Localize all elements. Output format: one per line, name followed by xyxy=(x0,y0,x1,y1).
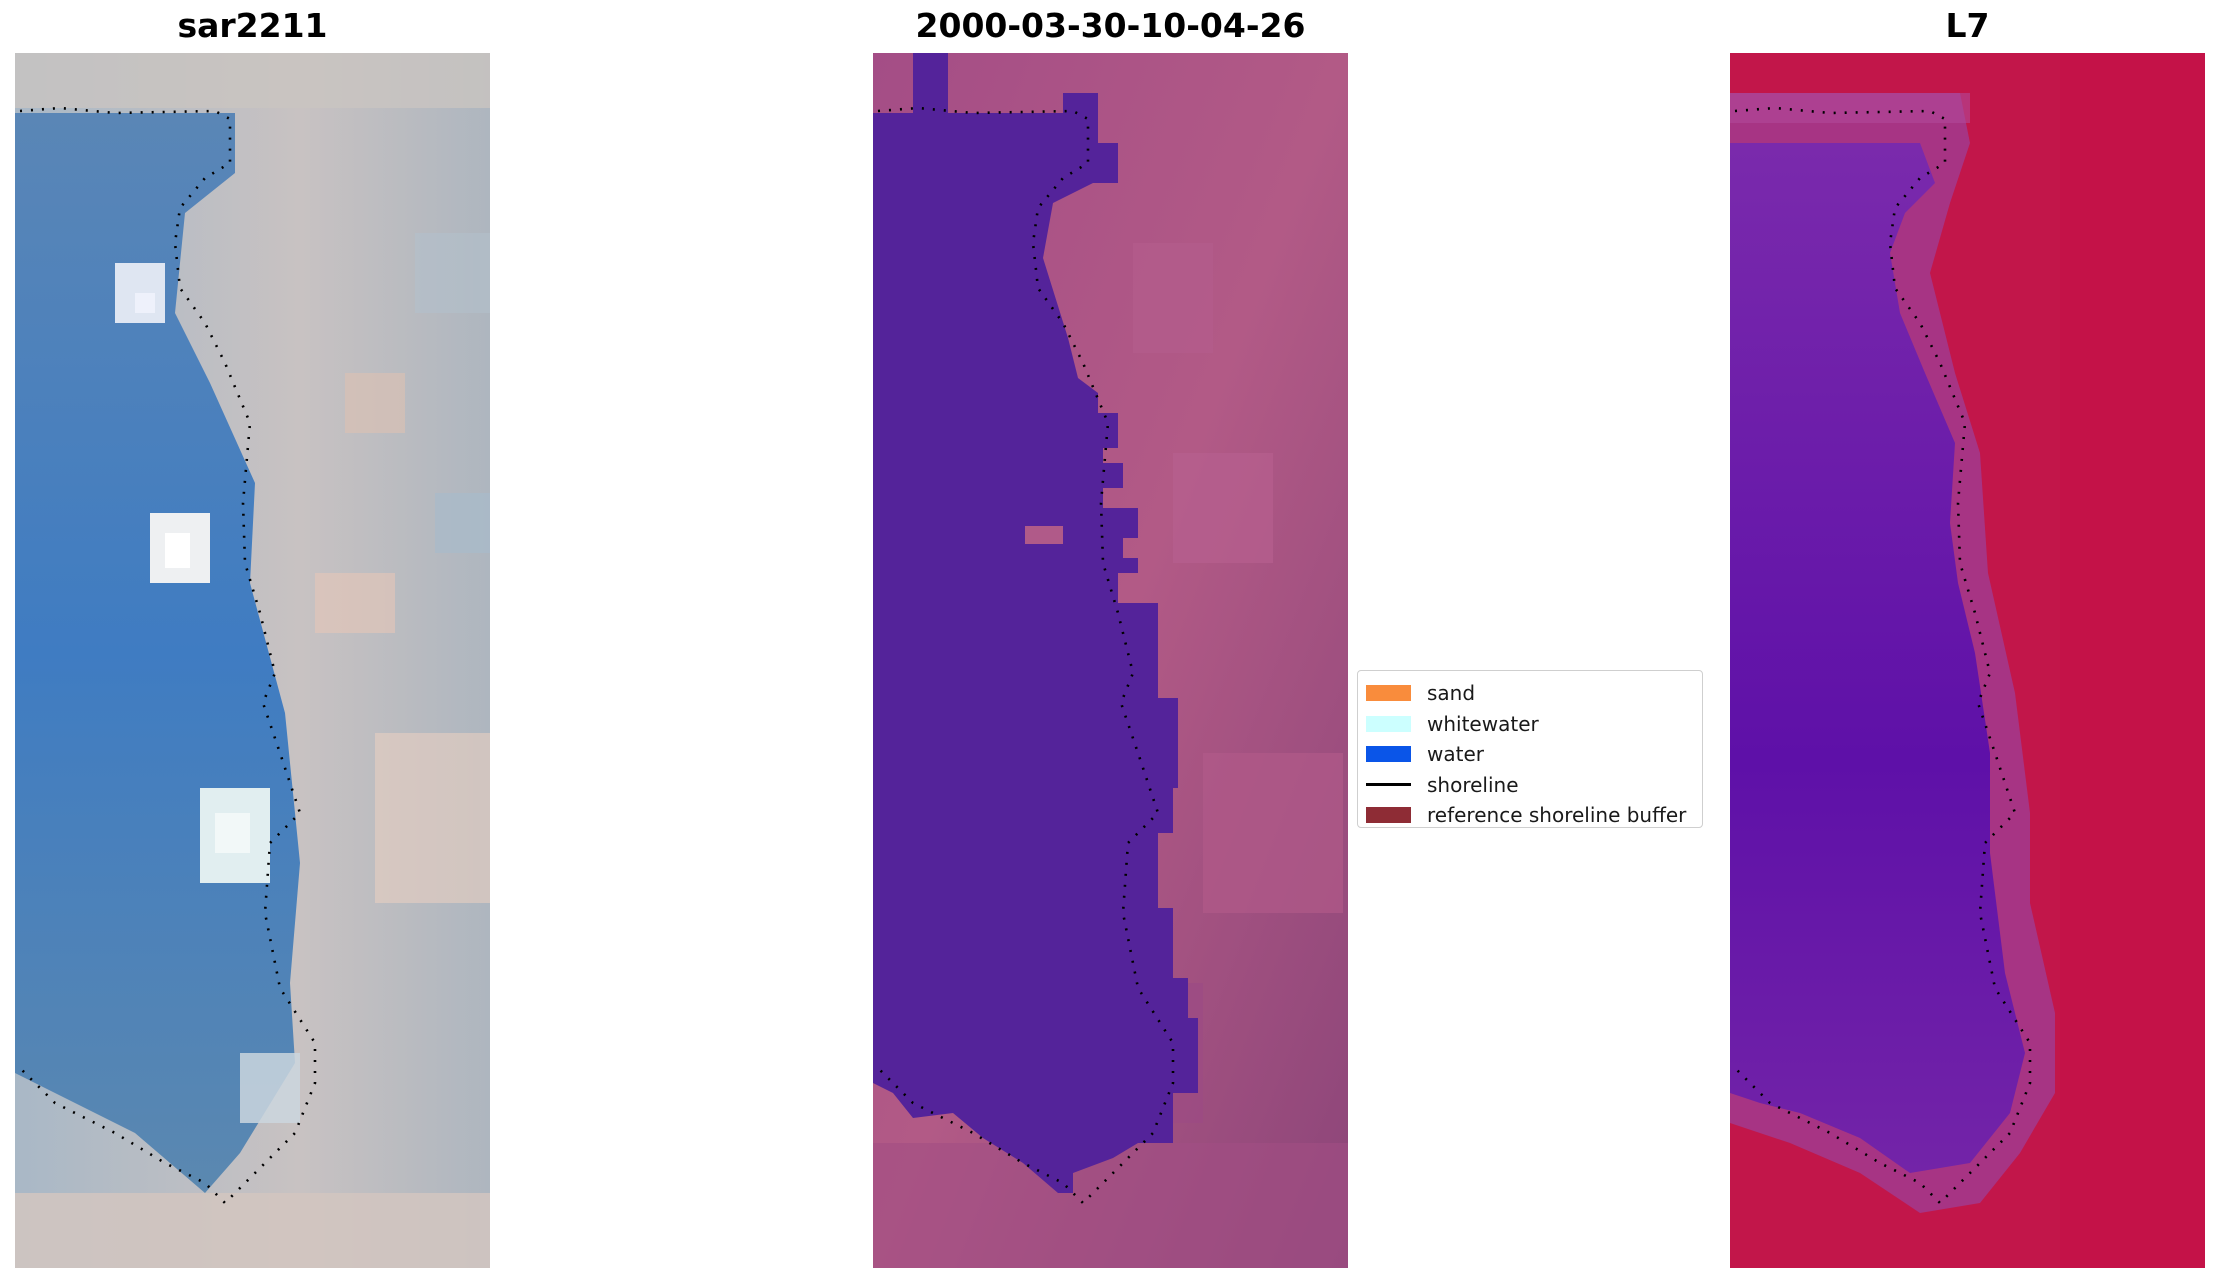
class-water-area xyxy=(873,53,1198,1193)
shoreline-line-swatch xyxy=(1366,783,1411,787)
rgb-image xyxy=(15,53,490,1268)
rgb-water-area xyxy=(15,113,300,1193)
panel-title-rgb: sar2211 xyxy=(177,6,328,45)
legend-item-sand: sand xyxy=(1366,678,1694,709)
class-land-tile xyxy=(1133,243,1213,353)
legend-item-water: water xyxy=(1366,739,1694,770)
sand-swatch xyxy=(1366,685,1411,702)
legend-label: shoreline xyxy=(1427,772,1519,797)
index-image xyxy=(1730,53,2205,1268)
water-swatch xyxy=(1366,746,1411,763)
rgb-tile xyxy=(315,573,395,633)
rgb-tile xyxy=(415,233,490,313)
rgb-tile xyxy=(135,293,155,313)
whitewater-swatch xyxy=(1366,715,1411,732)
rgb-tile xyxy=(345,373,405,433)
panel-title-classified: 2000-03-30-10-04-26 xyxy=(915,6,1306,45)
panel-title-index: L7 xyxy=(1945,6,1990,45)
class-land-tile xyxy=(1025,526,1063,544)
legend-label: water xyxy=(1427,742,1484,767)
legend: sand whitewater water shoreline referenc… xyxy=(1357,670,1703,828)
class-land-tile xyxy=(1203,753,1343,913)
rgb-tile xyxy=(215,813,250,853)
legend-item-shoreline: shoreline xyxy=(1366,770,1694,801)
rgb-bottom-land xyxy=(15,1193,490,1268)
index-water-area xyxy=(1730,143,2025,1173)
legend-label: whitewater xyxy=(1427,711,1539,736)
legend-label: sand xyxy=(1427,681,1476,706)
rgb-tile xyxy=(165,533,190,568)
rgb-tile xyxy=(435,493,490,553)
rgb-tile xyxy=(240,1053,300,1123)
legend-item-reference-buffer: reference shoreline buffer xyxy=(1366,800,1694,831)
classified-image xyxy=(873,53,1348,1268)
index-image-panel xyxy=(1730,53,2205,1268)
index-tile xyxy=(1730,93,1970,123)
class-land-tile xyxy=(873,1143,1348,1268)
class-land-tile xyxy=(1173,453,1273,563)
legend-item-whitewater: whitewater xyxy=(1366,709,1694,740)
rgb-tile xyxy=(375,733,490,903)
rgb-image-panel xyxy=(15,53,490,1268)
reference-buffer-swatch xyxy=(1366,807,1411,824)
legend-label: reference shoreline buffer xyxy=(1427,803,1687,828)
index-land-tile xyxy=(2060,53,2205,1268)
classified-image-panel xyxy=(873,53,1348,1268)
rgb-top-land xyxy=(15,53,490,108)
